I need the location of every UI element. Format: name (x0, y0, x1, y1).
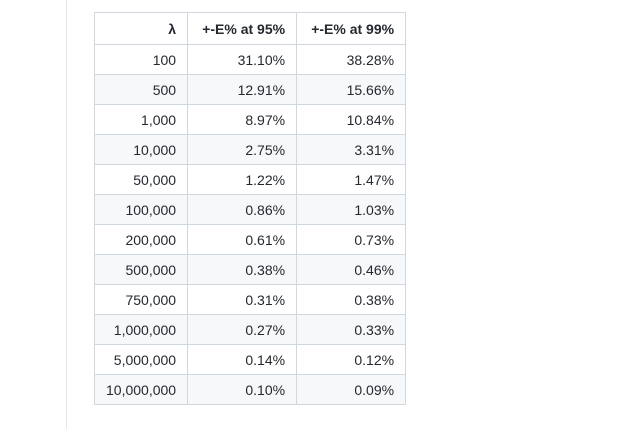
table-row: 750,000 0.31% 0.38% (93, 284, 407, 315)
cell-error-99: 0.46% (296, 254, 407, 285)
table-body: 100 31.10% 38.28% 500 12.91% 15.66% 1,00… (93, 44, 407, 405)
table-row: 1,000 8.97% 10.84% (93, 104, 407, 135)
cell-error-99: 15.66% (296, 74, 407, 105)
table-row: 200,000 0.61% 0.73% (93, 224, 407, 255)
header-lambda: λ (93, 12, 189, 45)
cell-error-99: 0.12% (296, 344, 407, 375)
cell-error-95: 0.14% (187, 344, 298, 375)
cell-lambda: 50,000 (93, 164, 189, 195)
cell-error-99: 10.84% (296, 104, 407, 135)
table-row: 100 31.10% 38.28% (93, 44, 407, 75)
cell-error-95: 0.10% (187, 374, 298, 405)
cell-error-95: 12.91% (187, 74, 298, 105)
cell-error-99: 0.73% (296, 224, 407, 255)
cell-lambda: 100,000 (93, 194, 189, 225)
cell-lambda: 750,000 (93, 284, 189, 315)
cell-error-99: 0.38% (296, 284, 407, 315)
cell-error-99: 1.47% (296, 164, 407, 195)
table-header: λ +-E% at 95% +-E% at 99% (93, 12, 407, 45)
cell-error-95: 8.97% (187, 104, 298, 135)
cell-error-95: 0.31% (187, 284, 298, 315)
table-row: 5,000,000 0.14% 0.12% (93, 344, 407, 375)
table-row: 100,000 0.86% 1.03% (93, 194, 407, 225)
cell-lambda: 100 (93, 44, 189, 75)
header-error-99: +-E% at 99% (296, 12, 407, 45)
cell-error-95: 2.75% (187, 134, 298, 165)
error-margin-table: λ +-E% at 95% +-E% at 99% 100 31.10% 38.… (93, 12, 407, 405)
cell-error-95: 0.61% (187, 224, 298, 255)
cell-lambda: 5,000,000 (93, 344, 189, 375)
table-row: 10,000 2.75% 3.31% (93, 134, 407, 165)
table-row: 10,000,000 0.10% 0.09% (93, 374, 407, 405)
header-row: λ +-E% at 95% +-E% at 99% (93, 12, 407, 45)
cell-error-99: 0.33% (296, 314, 407, 345)
cell-error-95: 1.22% (187, 164, 298, 195)
left-divider (66, 0, 67, 429)
header-error-95: +-E% at 95% (187, 12, 298, 45)
table-row: 50,000 1.22% 1.47% (93, 164, 407, 195)
cell-lambda: 500 (93, 74, 189, 105)
cell-lambda: 10,000 (93, 134, 189, 165)
cell-error-99: 0.09% (296, 374, 407, 405)
cell-error-99: 38.28% (296, 44, 407, 75)
cell-error-95: 0.86% (187, 194, 298, 225)
cell-lambda: 500,000 (93, 254, 189, 285)
cell-error-99: 1.03% (296, 194, 407, 225)
cell-error-95: 31.10% (187, 44, 298, 75)
table-row: 500 12.91% 15.66% (93, 74, 407, 105)
cell-lambda: 1,000 (93, 104, 189, 135)
cell-error-95: 0.27% (187, 314, 298, 345)
table-row: 500,000 0.38% 0.46% (93, 254, 407, 285)
cell-lambda: 10,000,000 (93, 374, 189, 405)
cell-error-99: 3.31% (296, 134, 407, 165)
cell-lambda: 200,000 (93, 224, 189, 255)
cell-error-95: 0.38% (187, 254, 298, 285)
cell-lambda: 1,000,000 (93, 314, 189, 345)
table-row: 1,000,000 0.27% 0.33% (93, 314, 407, 345)
